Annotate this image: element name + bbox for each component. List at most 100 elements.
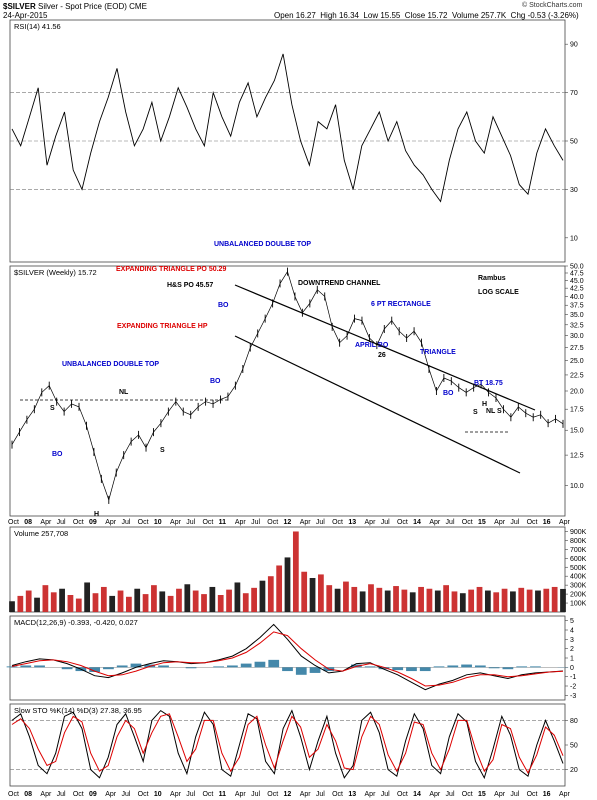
volume-axis-tick-label: 900K (570, 529, 587, 536)
macd-axis-tick-label: -1 (570, 674, 576, 681)
volume-axis-tick-label: 100K (570, 601, 587, 608)
x-axis-label: Jul (57, 519, 66, 526)
x-axis-label: Jul (446, 519, 455, 526)
volume-bar (451, 591, 458, 612)
x-axis-label: Oct (267, 791, 278, 798)
x-axis-label: Apr (235, 519, 247, 526)
volume-value: Volume 257.7K (451, 11, 507, 20)
x-axis-label: Jul (316, 519, 325, 526)
macd-axis-tick-label: 5 (570, 618, 574, 625)
price-annotation: UNBALANCED DOULBE TOP (214, 241, 311, 248)
macd-histogram-bar (295, 667, 307, 675)
price-panel (9, 265, 566, 517)
description-label: Silver - Spot Price (EOD) (37, 2, 127, 11)
price-series-line (11, 270, 564, 502)
volume-bar (59, 588, 65, 612)
volume-bar (393, 586, 399, 612)
volume-bar (526, 589, 533, 612)
macd-histogram-bar (406, 667, 417, 672)
volume-axis-tick-label: 200K (570, 592, 587, 599)
x-axis-label: Apr (559, 791, 571, 798)
x-axis-label: Apr (559, 519, 571, 526)
macd-histogram-bar (103, 667, 114, 670)
exchange-label: CME (129, 2, 147, 11)
volume-bar (84, 582, 91, 612)
macd-axis-tick-label: -3 (570, 693, 576, 700)
volume-bar (192, 590, 199, 612)
macd-histogram-bar (268, 659, 280, 668)
macd-panel (9, 615, 566, 701)
change-value: Chg -0.53 (-3.26%) (510, 11, 579, 20)
x-axis-label: Jul (510, 791, 519, 798)
macd-histogram-bar (34, 665, 45, 668)
volume-bar (326, 585, 333, 612)
volume-bar (234, 582, 241, 612)
x-axis-label: 15 (478, 791, 486, 798)
price-axis-tick-label: 15.0 (570, 428, 584, 435)
price-axis-tick-label: 40.0 (570, 294, 584, 301)
macd-axis-tick-label: 4 (570, 628, 574, 635)
x-axis-label: 10 (154, 791, 162, 798)
macd-axis-tick-label: 2 (570, 646, 574, 653)
price-annotation: BO (218, 302, 229, 309)
x-axis-label: Jul (251, 791, 260, 798)
x-axis-label: Oct (8, 519, 19, 526)
volume-bar (34, 597, 40, 612)
x-axis-label: Apr (40, 791, 52, 798)
volume-bar (351, 586, 358, 612)
volume-bar (443, 585, 449, 612)
macd-histogram-bar (447, 665, 459, 668)
price-axis-tick-label: 12.5 (570, 453, 584, 460)
x-axis-label: Jul (57, 791, 66, 798)
volume-bar (292, 531, 299, 612)
price-axis-tick-label: 45.0 (570, 278, 584, 285)
x-axis-label: 12 (284, 791, 292, 798)
x-axis-label: Apr (300, 791, 312, 798)
volume-bar (543, 588, 550, 612)
x-axis-label: Oct (138, 519, 149, 526)
price-annotation: S (50, 405, 55, 412)
x-axis-label: Oct (462, 519, 473, 526)
price-axis-tick-label: 50.0 (570, 264, 584, 271)
volume-axis-tick-label: 400K (570, 574, 587, 581)
volume-bar (301, 571, 308, 612)
rsi-axis-tick-label: 70 (570, 90, 578, 97)
price-axis-tick-label: 47.5 (570, 270, 584, 277)
ohlc-readout: Open 16.27 High 16.34 Low 15.55 Close 15… (274, 11, 579, 20)
price-annotation: APRIL BO (355, 342, 389, 349)
chart-date: 24-Apr-2015 (3, 11, 48, 20)
volume-bar (376, 587, 383, 612)
x-axis-label: 08 (24, 791, 32, 798)
macd-histogram-bar (461, 664, 472, 668)
macd-histogram-bar (116, 665, 128, 668)
volume-bar (176, 588, 182, 612)
macd-axis-tick-label: 0 (570, 665, 574, 672)
price-axis-tick-label: 35.0 (570, 312, 584, 319)
symbol-label: $SILVER (3, 2, 36, 11)
volume-bar (50, 592, 57, 612)
volume-bar (434, 590, 441, 612)
volume-bar (75, 598, 82, 612)
x-axis-label: 09 (89, 519, 97, 526)
x-axis-label: 13 (348, 791, 356, 798)
x-axis-label: Apr (365, 519, 377, 526)
x-axis-label: Oct (527, 791, 538, 798)
volume-bar (468, 589, 475, 612)
volume-bar (551, 586, 558, 612)
x-axis-label: Jul (121, 519, 130, 526)
volume-axis-tick-label: 800K (570, 538, 587, 545)
price-annotation: 26 (378, 352, 386, 359)
high-value: High 16.34 (320, 11, 359, 20)
channel-upper-line (234, 284, 536, 411)
volume-bar (493, 592, 500, 612)
macd-label: MACD(12,26,9) -0.393, -0.420, 0.027 (14, 618, 138, 627)
macd-histogram-bar (419, 667, 431, 672)
x-axis-label: Apr (235, 791, 247, 798)
price-annotation: DOWNTREND CHANNEL (298, 280, 381, 287)
macd-histogram-bar (392, 667, 404, 671)
price-annotation: H&S PO 45.57 (167, 282, 213, 289)
x-axis-label: Oct (397, 519, 408, 526)
close-value: Close 15.72 (404, 11, 448, 20)
macd-histogram-bar (502, 667, 514, 670)
